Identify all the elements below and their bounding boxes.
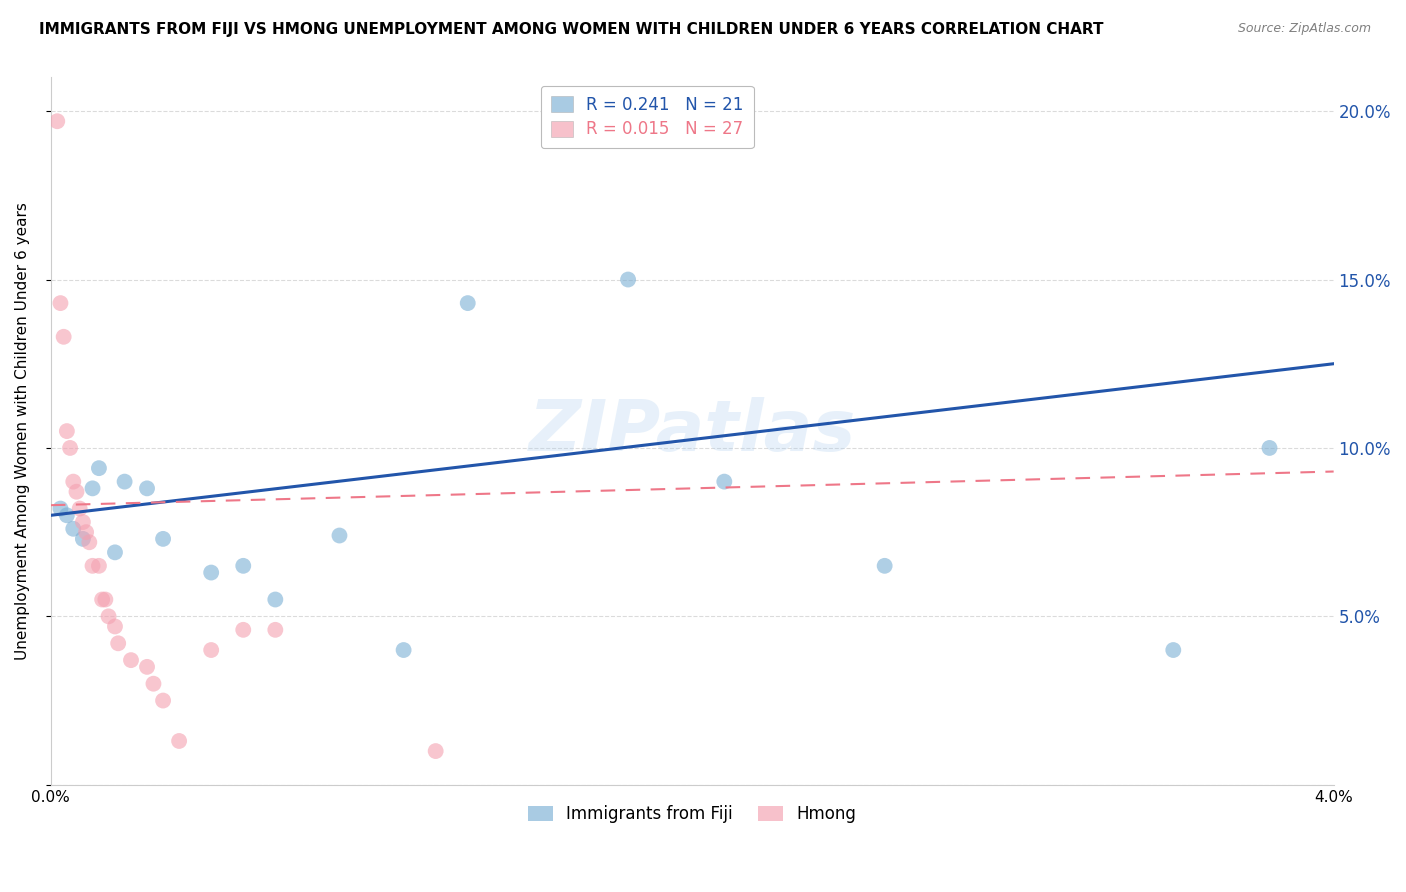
- Point: [167, 734, 190, 748]
- Point: [62, 475, 84, 489]
- Point: [87, 461, 110, 475]
- Point: [82, 558, 104, 573]
- Point: [200, 643, 222, 657]
- Point: [94, 592, 117, 607]
- Point: [72, 515, 94, 529]
- Point: [152, 532, 174, 546]
- Point: [46, 114, 69, 128]
- Point: [79, 535, 101, 549]
- Point: [264, 592, 287, 607]
- Point: [232, 558, 254, 573]
- Point: [1258, 441, 1281, 455]
- Point: [49, 296, 72, 310]
- Point: [49, 501, 72, 516]
- Text: IMMIGRANTS FROM FIJI VS HMONG UNEMPLOYMENT AMONG WOMEN WITH CHILDREN UNDER 6 YEA: IMMIGRANTS FROM FIJI VS HMONG UNEMPLOYME…: [39, 22, 1104, 37]
- Point: [457, 296, 479, 310]
- Point: [69, 501, 91, 516]
- Point: [142, 676, 165, 690]
- Point: [104, 545, 127, 559]
- Point: [56, 424, 79, 438]
- Point: [91, 592, 114, 607]
- Point: [104, 619, 127, 633]
- Point: [75, 525, 97, 540]
- Point: [120, 653, 142, 667]
- Point: [328, 528, 350, 542]
- Point: [114, 475, 136, 489]
- Point: [87, 558, 110, 573]
- Point: [52, 330, 75, 344]
- Point: [152, 693, 174, 707]
- Y-axis label: Unemployment Among Women with Children Under 6 years: Unemployment Among Women with Children U…: [15, 202, 30, 660]
- Point: [62, 522, 84, 536]
- Point: [136, 481, 159, 495]
- Point: [264, 623, 287, 637]
- Point: [232, 623, 254, 637]
- Point: [392, 643, 415, 657]
- Point: [65, 484, 87, 499]
- Point: [425, 744, 447, 758]
- Text: Source: ZipAtlas.com: Source: ZipAtlas.com: [1237, 22, 1371, 36]
- Point: [200, 566, 222, 580]
- Point: [56, 508, 79, 523]
- Point: [617, 272, 640, 286]
- Legend: Immigrants from Fiji, Hmong: Immigrants from Fiji, Hmong: [522, 798, 863, 830]
- Point: [59, 441, 82, 455]
- Point: [873, 558, 896, 573]
- Point: [97, 609, 120, 624]
- Point: [1161, 643, 1184, 657]
- Point: [72, 532, 94, 546]
- Point: [713, 475, 735, 489]
- Point: [107, 636, 129, 650]
- Point: [136, 660, 159, 674]
- Point: [82, 481, 104, 495]
- Text: ZIPatlas: ZIPatlas: [529, 397, 856, 466]
